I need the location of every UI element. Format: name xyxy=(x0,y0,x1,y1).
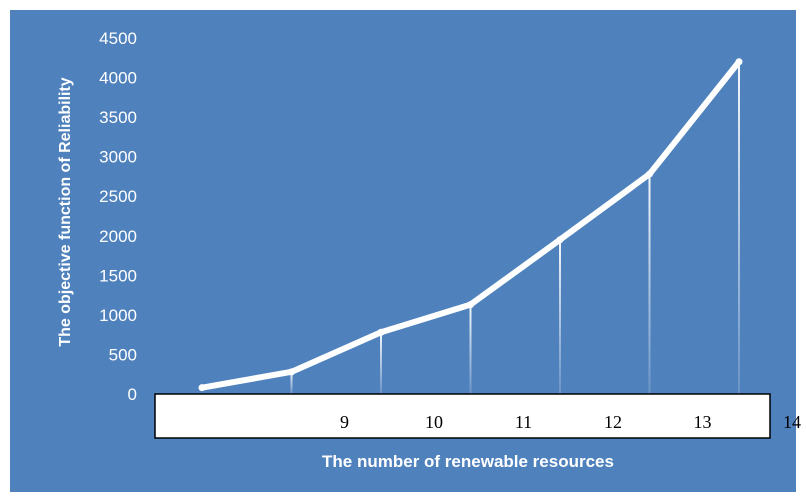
y-tick-label: 1500 xyxy=(99,266,137,285)
x-tick-label: 13 xyxy=(694,412,712,432)
drop-line xyxy=(559,239,561,394)
x-axis-label: The number of renewable resources xyxy=(322,452,614,471)
y-tick-label: 3000 xyxy=(99,148,137,167)
y-tick-label: 3500 xyxy=(99,108,137,127)
data-point xyxy=(735,58,743,66)
data-point xyxy=(377,328,385,336)
y-tick-label: 4500 xyxy=(99,29,137,48)
y-tick-label: 500 xyxy=(109,345,137,364)
x-tick-label: 14 xyxy=(783,412,801,432)
drop-line xyxy=(380,332,382,394)
y-tick-label: 4000 xyxy=(99,69,137,88)
drop-line xyxy=(469,304,472,394)
data-point xyxy=(556,236,564,244)
drop-line xyxy=(648,174,651,394)
x-tick-label: 11 xyxy=(515,412,532,432)
x-tick-label: 9 xyxy=(340,412,349,432)
y-tick-label: 2500 xyxy=(99,187,137,206)
drop-line xyxy=(290,371,293,394)
y-axis-label: The objective function of Reliability xyxy=(57,77,74,346)
y-tick-label: 0 xyxy=(128,385,137,404)
x-tick-label: 10 xyxy=(425,412,443,432)
y-axis-ticks: 0 500 1000 1500 2000 2500 3000 3500 4000 4500 xyxy=(99,29,137,404)
x-tick-label: 12 xyxy=(604,412,622,432)
data-point xyxy=(467,301,474,309)
data-point xyxy=(646,170,653,178)
x-axis-ticks: 9 10 11 12 13 14 xyxy=(340,412,801,432)
drop-lines xyxy=(290,61,740,394)
data-points xyxy=(198,58,743,392)
y-tick-label: 1000 xyxy=(99,306,137,325)
data-point xyxy=(198,384,206,392)
x-axis-box xyxy=(154,393,771,439)
data-point xyxy=(288,368,295,376)
y-tick-label: 2000 xyxy=(99,227,137,246)
drop-line xyxy=(738,61,740,394)
